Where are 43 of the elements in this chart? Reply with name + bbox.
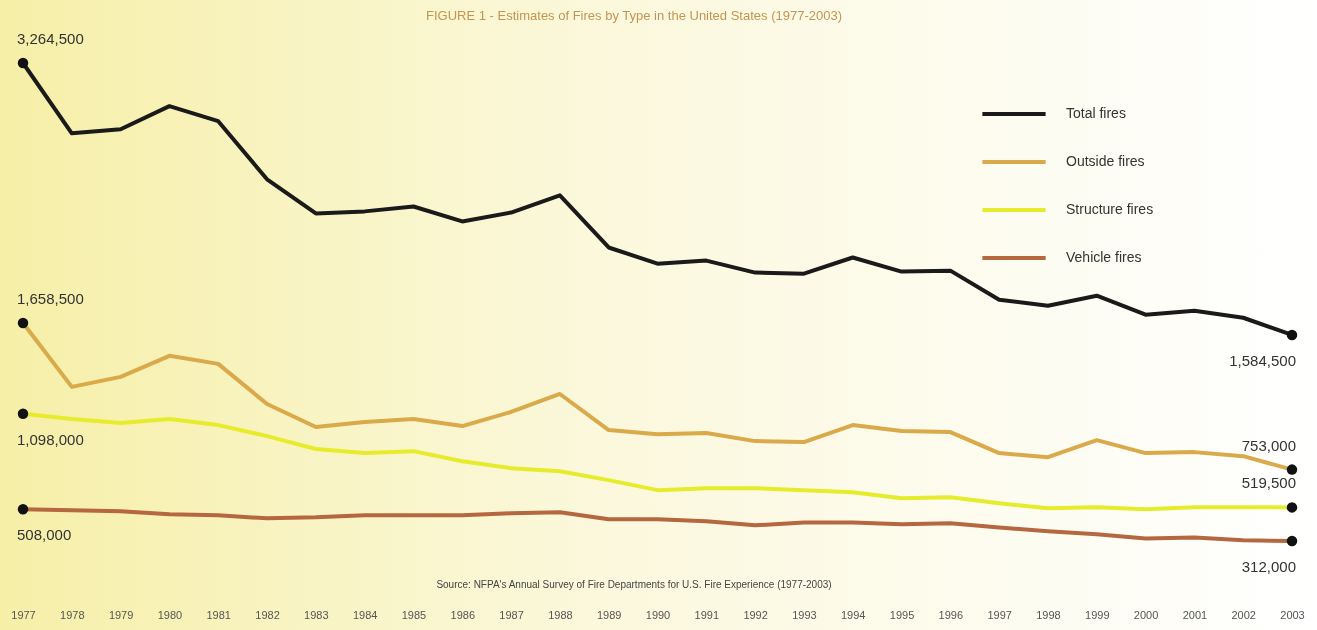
x-tick-label: 1995 xyxy=(889,608,915,621)
x-tick-label: 1996 xyxy=(938,608,964,621)
legend-label: Total fires xyxy=(1066,105,1126,121)
x-tick-label: 1993 xyxy=(792,608,817,621)
data-label: 753,000 xyxy=(1241,436,1296,454)
data-label: 1,098,000 xyxy=(17,430,84,448)
source-note: Source: NFPA's Annual Survey of Fire Departments for U.S. Fire Experience (1977-2003) xyxy=(436,579,832,590)
x-tick-label: 1984 xyxy=(352,608,378,621)
x-tick-label: 2002 xyxy=(1231,608,1256,621)
x-tick-label: 1997 xyxy=(987,608,1012,621)
x-tick-label: 2003 xyxy=(1280,608,1305,621)
x-tick-label: 1994 xyxy=(840,608,866,621)
x-tick-label: 1979 xyxy=(108,608,134,621)
x-tick-label: 1998 xyxy=(1036,608,1061,621)
x-tick-label: 1983 xyxy=(304,608,329,621)
x-tick-label: 1989 xyxy=(596,608,622,621)
point xyxy=(17,57,29,69)
data-label: 3,264,500 xyxy=(17,30,84,47)
x-tick-label: 2000 xyxy=(1133,608,1159,621)
x-tick-label: 1982 xyxy=(255,608,280,621)
x-tick-label: 1991 xyxy=(694,608,720,621)
point xyxy=(1286,329,1298,341)
x-tick-label: 1992 xyxy=(743,608,768,621)
data-label: 1,584,500 xyxy=(1229,351,1296,369)
data-label: 508,000 xyxy=(17,526,72,544)
data-label: 1,658,500 xyxy=(17,290,84,308)
legend-label: Vehicle fires xyxy=(1066,249,1142,265)
x-tick-label: 1986 xyxy=(450,608,476,621)
x-tick-label: 1990 xyxy=(645,608,671,621)
x-tick-label: 1987 xyxy=(499,608,524,621)
x-tick-label: 1999 xyxy=(1085,608,1110,621)
chart-title: FIGURE 1 - Estimates of Fires by Type in the United States (1977-2003) xyxy=(426,8,842,23)
x-tick-label: 1985 xyxy=(401,608,427,621)
x-tick-label: 1981 xyxy=(206,608,231,621)
x-tick-label: 2001 xyxy=(1182,608,1208,621)
data-label: 519,500 xyxy=(1241,474,1296,492)
x-tick-label: 1980 xyxy=(157,608,183,621)
data-label: 312,000 xyxy=(1241,558,1296,575)
legend-label: Outside fires xyxy=(1066,153,1145,169)
x-tick-label: 1977 xyxy=(11,608,36,621)
x-tick-label: 1978 xyxy=(60,608,85,621)
x-tick-label: 1988 xyxy=(548,608,573,621)
legend-label: Structure fires xyxy=(1066,201,1154,217)
